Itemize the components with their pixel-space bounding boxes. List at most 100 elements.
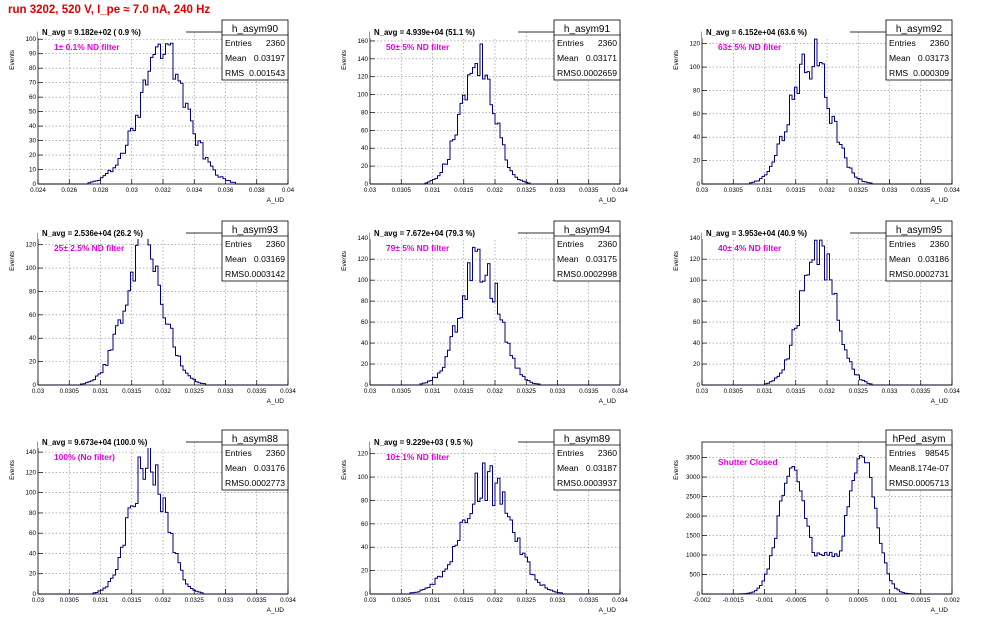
stat-label: Entries bbox=[889, 448, 916, 458]
stats-box bbox=[553, 220, 621, 282]
stats-box bbox=[553, 429, 621, 491]
y-tick-label: 100 bbox=[357, 474, 368, 481]
y-tick-label: 0 bbox=[364, 382, 368, 389]
y-tick-label: 0 bbox=[364, 181, 368, 188]
x-tick-label: -0.002 bbox=[693, 597, 711, 604]
x-tick-label: 0.031 bbox=[425, 597, 441, 604]
x-tick-label: 0.0335 bbox=[579, 597, 599, 604]
x-tick-label: 0.034 bbox=[280, 388, 296, 395]
x-tick-label: 0.0315 bbox=[786, 187, 806, 194]
hist-name: hPed_asym bbox=[893, 434, 946, 445]
y-axis-label: Events bbox=[9, 459, 16, 480]
stat-value: 0.03175 bbox=[586, 254, 617, 264]
stat-value: 0.001543 bbox=[249, 68, 285, 78]
x-tick-label: 0.032 bbox=[487, 388, 503, 395]
stat-label: RMS bbox=[557, 478, 576, 488]
y-tick-label: 100 bbox=[357, 277, 368, 284]
stats-box bbox=[553, 19, 621, 81]
y-tick-label: 40 bbox=[361, 544, 369, 551]
x-tick-label: 0.0325 bbox=[849, 388, 869, 395]
y-tick-label: 40 bbox=[29, 550, 37, 557]
navg-title: N_avg = 4.939e+04 (51.1 %) bbox=[374, 28, 475, 37]
x-tick-label: 0.033 bbox=[550, 597, 566, 604]
x-tick-label: -0.0015 bbox=[723, 597, 745, 604]
stat-value: 2360 bbox=[598, 448, 617, 458]
stat-value: 0.0002659 bbox=[576, 68, 617, 78]
stats-box bbox=[885, 19, 953, 81]
y-tick-label: 120 bbox=[25, 469, 36, 476]
x-tick-label: 0.036 bbox=[218, 187, 234, 194]
x-tick-label: 0.028 bbox=[93, 187, 109, 194]
stat-label: RMS bbox=[889, 478, 908, 488]
x-tick-label: 0.0305 bbox=[392, 388, 412, 395]
x-tick-label: 0.033 bbox=[218, 597, 234, 604]
stat-value: 0.03197 bbox=[254, 53, 285, 63]
x-axis-label: A_UD bbox=[599, 607, 617, 614]
stat-label: RMS bbox=[225, 269, 244, 279]
navg-title: N_avg = 6.152e+04 (63.6 %) bbox=[706, 28, 807, 37]
y-tick-label: 30 bbox=[29, 138, 37, 145]
x-axis-label: A_UD bbox=[599, 398, 617, 405]
hist-name: h_asym94 bbox=[564, 225, 611, 236]
y-tick-label: 3500 bbox=[686, 455, 701, 462]
stat-value: 2360 bbox=[266, 38, 285, 48]
y-tick-label: 40 bbox=[361, 145, 369, 152]
y-tick-label: 70 bbox=[29, 80, 37, 87]
y-axis-label: Events bbox=[673, 459, 680, 480]
x-tick-label: 0.032 bbox=[155, 597, 171, 604]
y-tick-label: 0 bbox=[32, 382, 36, 389]
x-tick-label: 0.034 bbox=[280, 597, 296, 604]
x-tick-label: 0.0315 bbox=[786, 388, 806, 395]
y-tick-label: 60 bbox=[29, 312, 37, 319]
x-tick-label: 0.034 bbox=[944, 187, 960, 194]
y-tick-label: 0 bbox=[696, 382, 700, 389]
hist-pad-h_asym88: 0.03 0.0305 0.031 0.0315 0.032 0.0325 0.033 0.0… bbox=[9, 429, 296, 614]
histogram-line bbox=[702, 455, 952, 595]
stat-label: RMS bbox=[225, 68, 244, 78]
y-tick-label: 120 bbox=[689, 256, 700, 263]
stat-value: 0.0002998 bbox=[576, 269, 617, 279]
x-tick-label: 0.024 bbox=[30, 187, 46, 194]
y-axis-label: Events bbox=[341, 250, 348, 271]
x-tick-label: 0.001 bbox=[882, 597, 898, 604]
navg-title: N_avg = 7.672e+04 (79.3 %) bbox=[374, 229, 475, 238]
x-tick-label: 0.033 bbox=[550, 187, 566, 194]
y-tick-label: 20 bbox=[29, 359, 37, 366]
x-tick-label: 0.031 bbox=[425, 388, 441, 395]
filter-annotation: 79± 5% ND filter bbox=[386, 243, 450, 253]
x-tick-label: 0.0315 bbox=[454, 187, 474, 194]
y-tick-label: 80 bbox=[361, 109, 369, 116]
navg-box bbox=[370, 437, 518, 448]
x-tick-label: 0.03 bbox=[32, 388, 45, 395]
y-tick-label: 20 bbox=[693, 158, 701, 165]
filter-annotation: Shutter Closed bbox=[718, 457, 778, 467]
y-tick-label: 120 bbox=[357, 451, 368, 458]
y-tick-label: 120 bbox=[689, 41, 700, 48]
hist-name: h_asym95 bbox=[896, 225, 943, 236]
x-tick-label: 0.0305 bbox=[392, 187, 412, 194]
hist-pad-h_asym92: 0.03 0.0305 0.031 0.0315 0.032 0.0325 0.033 0.0… bbox=[673, 19, 960, 204]
x-axis-label: A_UD bbox=[931, 398, 949, 405]
y-tick-label: 90 bbox=[29, 51, 37, 58]
x-tick-label: 0.0305 bbox=[724, 388, 744, 395]
stat-label: RMS bbox=[557, 68, 576, 78]
y-tick-label: 80 bbox=[361, 298, 369, 305]
y-tick-label: 2000 bbox=[686, 513, 701, 520]
x-tick-label: 0.0335 bbox=[911, 388, 931, 395]
y-tick-label: 40 bbox=[29, 335, 37, 342]
x-tick-label: 0.033 bbox=[550, 388, 566, 395]
y-tick-label: 10 bbox=[29, 167, 37, 174]
y-tick-label: 0 bbox=[696, 591, 700, 598]
hist-name: h_asym88 bbox=[232, 434, 279, 445]
stat-label: Entries bbox=[889, 38, 916, 48]
hist-name: h_asym93 bbox=[232, 225, 279, 236]
y-tick-label: 80 bbox=[29, 288, 37, 295]
y-tick-label: 80 bbox=[693, 87, 701, 94]
y-tick-label: 20 bbox=[29, 152, 37, 159]
x-axis-label: A_UD bbox=[267, 398, 285, 405]
stat-value: 2360 bbox=[266, 448, 285, 458]
x-tick-label: 0.0335 bbox=[247, 388, 267, 395]
x-tick-label: 0.032 bbox=[819, 187, 835, 194]
stat-value: 0.0002731 bbox=[908, 269, 949, 279]
y-tick-label: 2500 bbox=[686, 494, 701, 501]
